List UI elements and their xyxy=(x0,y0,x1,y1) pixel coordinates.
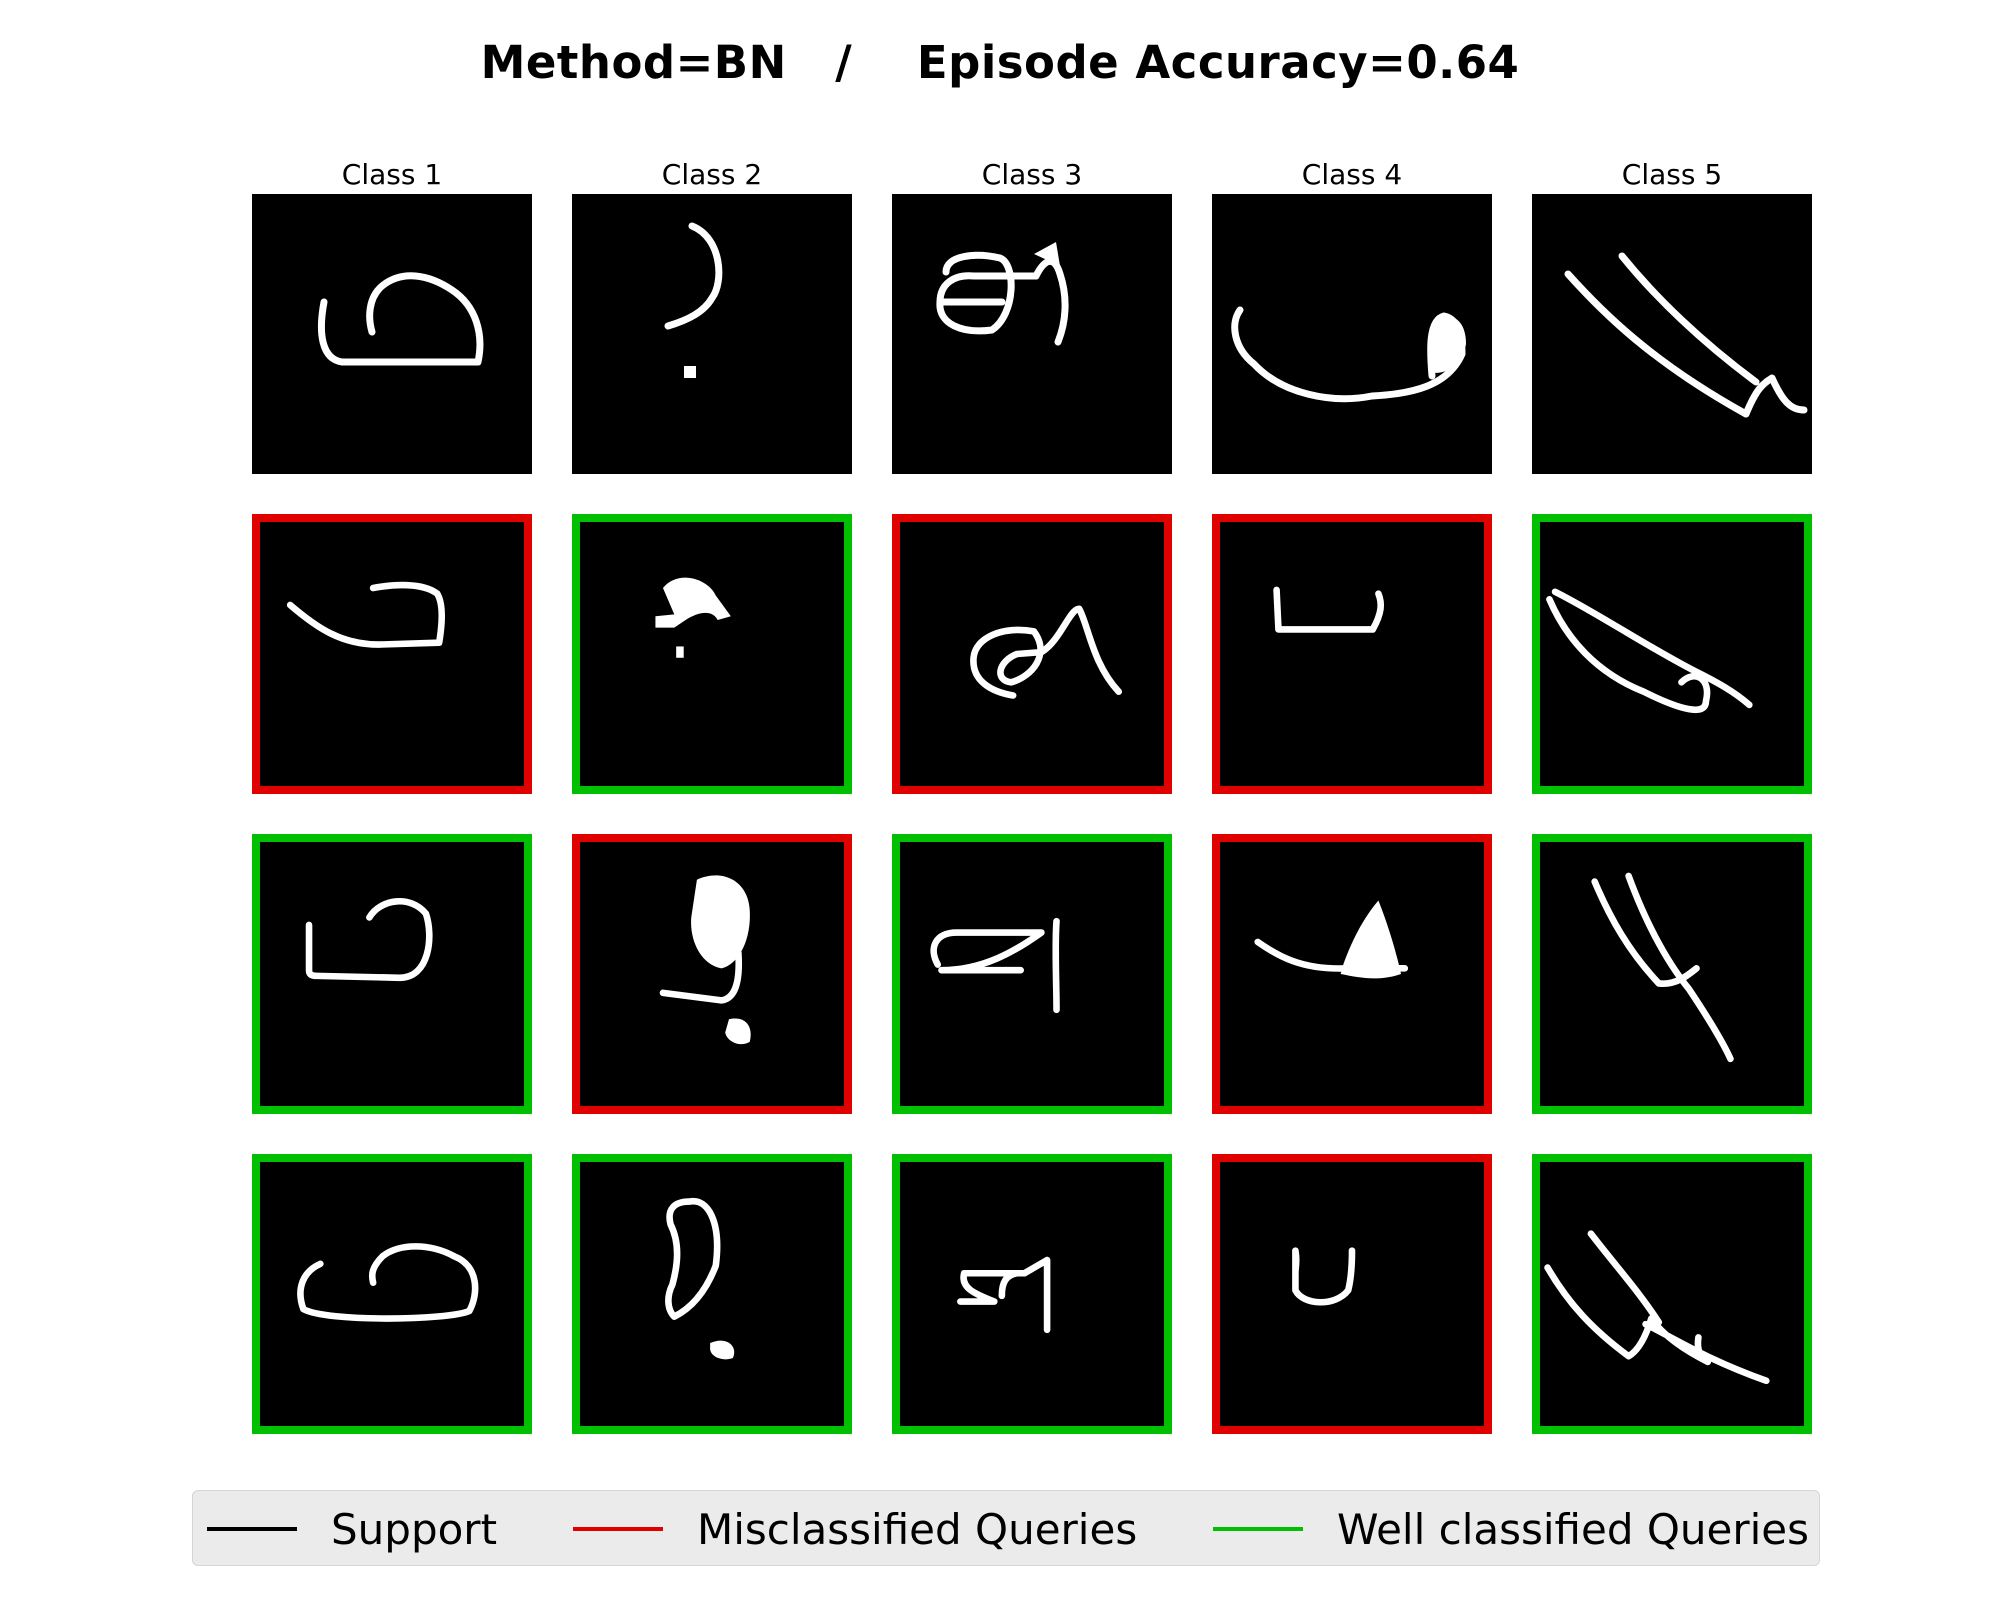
well-classified-query-r3-c1 xyxy=(252,1154,532,1434)
handwritten-character-glyph xyxy=(318,272,484,366)
legend-item-support: Support xyxy=(207,1491,497,1567)
handwritten-character-glyph xyxy=(286,581,446,648)
misclassified-query-r1-c1 xyxy=(252,514,532,794)
support-image-r0-c1 xyxy=(252,194,532,474)
well-classified-query-r3-c2 xyxy=(572,1154,852,1434)
well-classified-query-r1-c2 xyxy=(572,514,852,794)
misclassified-query-r1-c3 xyxy=(892,514,1172,794)
handwritten-character-glyph xyxy=(1254,900,1409,979)
handwritten-character-glyph xyxy=(665,1198,735,1360)
legend-label-misclassified: Misclassified Queries xyxy=(697,1504,1138,1554)
well-classified-query-r2-c3 xyxy=(892,834,1172,1114)
legend-item-misclassified: Misclassified Queries xyxy=(573,1491,1137,1567)
class-label-3: Class 3 xyxy=(981,158,1083,191)
well-classified-query-r1-c5 xyxy=(1532,514,1812,794)
legend-label-support: Support xyxy=(331,1504,498,1554)
handwritten-character-glyph xyxy=(970,605,1123,699)
legend-item-well-classified: Well classified Queries xyxy=(1213,1491,1809,1567)
class-label-2: Class 2 xyxy=(661,158,763,191)
class-label-5: Class 5 xyxy=(1621,158,1723,191)
support-image-r0-c2 xyxy=(572,194,852,474)
handwritten-character-glyph xyxy=(1292,1247,1356,1306)
handwritten-character-glyph xyxy=(1273,586,1385,633)
handwritten-character-glyph xyxy=(957,1256,1051,1334)
handwritten-character-glyph xyxy=(1564,252,1808,418)
handwritten-character-glyph xyxy=(930,917,1060,1014)
misclassified-query-r3-c4 xyxy=(1212,1154,1492,1434)
legend-label-well-classified: Well classified Queries xyxy=(1337,1504,1810,1554)
well-classified-query-r2-c1 xyxy=(252,834,532,1114)
support-image-r0-c4 xyxy=(1212,194,1492,474)
legend: Support Misclassified Queries Well class… xyxy=(192,1490,1820,1566)
class-label-1: Class 1 xyxy=(341,158,443,191)
handwritten-character-glyph xyxy=(936,242,1069,346)
handwritten-character-glyph xyxy=(305,897,433,982)
handwritten-character-glyph xyxy=(1231,306,1466,403)
support-image-r0-c5 xyxy=(1532,194,1812,474)
support-image-r0-c3 xyxy=(892,194,1172,474)
handwritten-character-glyph xyxy=(659,875,751,1045)
handwritten-character-glyph xyxy=(1546,588,1753,714)
handwritten-character-glyph xyxy=(1591,872,1734,1063)
class-label-4: Class 4 xyxy=(1301,158,1403,191)
handwritten-character-glyph xyxy=(655,577,731,658)
well-classified-query-r2-c5 xyxy=(1532,834,1812,1114)
handwritten-character-glyph xyxy=(664,222,723,378)
misclassified-query-r1-c4 xyxy=(1212,514,1492,794)
legend-swatch-misclassified xyxy=(573,1527,663,1531)
well-classified-query-r3-c3 xyxy=(892,1154,1172,1434)
legend-swatch-support xyxy=(207,1527,297,1531)
misclassified-query-r2-c4 xyxy=(1212,834,1492,1114)
handwritten-character-glyph xyxy=(297,1243,479,1322)
well-classified-query-r3-c5 xyxy=(1532,1154,1812,1434)
chart-title: Method=BN / Episode Accuracy=0.64 xyxy=(480,36,1520,89)
handwritten-character-glyph xyxy=(1544,1230,1770,1385)
misclassified-query-r2-c2 xyxy=(572,834,852,1114)
legend-swatch-well-classified xyxy=(1213,1527,1303,1531)
